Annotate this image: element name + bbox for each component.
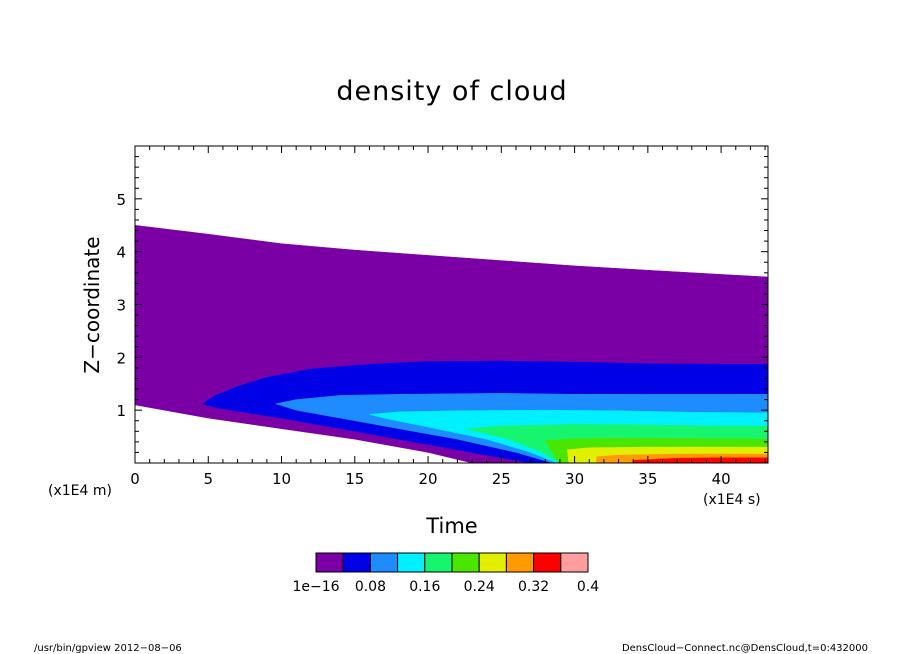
colorbar-swatch-8 [533, 552, 562, 573]
colorbar-label: 0.24 [464, 579, 495, 595]
y-axis-unit: (x1E4 m) [48, 483, 112, 499]
colorbar-swatch-5 [451, 552, 480, 573]
colorbar-swatch-6 [478, 552, 507, 573]
colorbar-swatch-1 [342, 552, 371, 573]
contour-band-8 [632, 457, 768, 463]
colorbar-swatch-7 [505, 552, 535, 573]
footer-right-text: DensCloud−Connect.nc@DensCloud,t=0:43200… [621, 643, 868, 654]
colorbar-label: 0.4 [577, 579, 599, 595]
colorbar-swatch-3 [397, 552, 426, 573]
colorbar-swatch-0 [315, 552, 344, 573]
y-tick-label: 4 [116, 244, 126, 262]
colorbar-swatch-2 [369, 552, 399, 573]
x-tick-label: 10 [272, 470, 291, 488]
x-axis-label: Time [426, 514, 478, 538]
colorbar-label: 0.16 [409, 579, 440, 595]
y-axis-label: Z−coordinate [80, 236, 104, 374]
colorbar-swatch-4 [424, 552, 453, 573]
colorbar-label: 1e−16 [292, 579, 339, 595]
contour-layer [135, 225, 768, 463]
x-axis-unit: (x1E4 s) [703, 492, 761, 508]
colorbar-label: 0.08 [355, 579, 386, 595]
chart-title: density of cloud [336, 76, 568, 107]
colorbar-label: 0.32 [518, 579, 549, 595]
y-tick-label: 3 [116, 297, 126, 315]
x-tick-label: 35 [638, 470, 657, 488]
y-tick-label: 5 [116, 191, 126, 209]
y-tick-label: 1 [116, 402, 126, 420]
x-tick-label: 0 [130, 470, 140, 488]
x-tick-label: 30 [565, 470, 584, 488]
y-tick-label: 2 [116, 349, 126, 367]
x-tick-label: 15 [345, 470, 364, 488]
colorbar: 1e−16 0.08 0.16 0.24 0.32 0.4 [292, 552, 599, 595]
colorbar-swatch-9 [560, 552, 589, 573]
x-tick-label: 5 [203, 470, 213, 488]
x-tick-label: 25 [492, 470, 511, 488]
tick-layer: 0 5 10 15 20 25 30 35 40 1 2 3 4 5 [116, 145, 768, 488]
x-tick-label: 20 [419, 470, 438, 488]
footer-left-text: /usr/bin/gpview 2012−08−06 [34, 643, 182, 654]
x-tick-label: 40 [712, 470, 731, 488]
